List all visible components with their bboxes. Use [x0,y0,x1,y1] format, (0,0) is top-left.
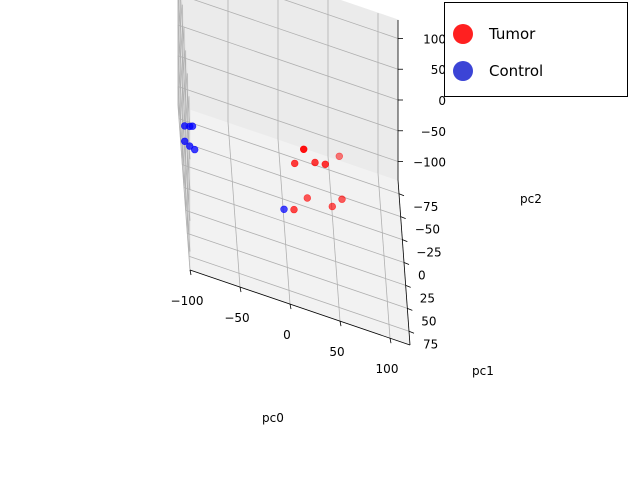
grid-line [178,118,400,195]
grid-line [180,141,401,218]
data-point-tumor [328,202,336,211]
x-tick-mark [239,286,242,293]
y-tick-label: 0 [418,269,426,283]
legend-marker-control [453,61,473,81]
grid-line [193,0,399,70]
grid-line [180,0,191,129]
grid-line [187,232,408,309]
y-tick-mark [408,330,415,334]
y-tick-mark [402,239,408,242]
x-axis-label: pc0 [262,411,284,425]
y-axis-label: pc1 [472,364,494,378]
data-points [181,122,346,214]
y-tick-label: −25 [416,246,441,260]
axis-panes [177,0,411,346]
data-point-tumor [311,158,319,167]
grid-line [283,0,399,39]
data-point-tumor [300,145,308,154]
x-tick-mark [389,338,392,344]
grid-line [183,187,405,263]
z-tick-label: 50 [431,63,446,77]
x-tick-mark [339,321,342,327]
grid-line [177,24,399,101]
x-tick-label: −50 [224,311,249,325]
legend-item-tumor: Tumor [453,22,535,46]
grid-line [178,0,191,160]
grid-line [177,55,399,132]
grid-line [182,164,403,240]
z-tick-label: 100 [423,33,446,47]
z-tick-label: 0 [438,94,446,108]
z-tick-label: −100 [413,156,446,170]
x-tick-label: 100 [376,362,399,376]
grid-line [177,86,191,252]
legend-label-tumor: Tumor [489,25,536,43]
x-tick-mark [289,304,292,310]
x-tick-label: 0 [283,328,291,342]
y-tick-label: −50 [415,223,440,237]
data-point-tumor [290,205,298,214]
data-point-tumor [335,152,343,161]
x-axis-line [189,269,411,346]
y-tick-mark [398,193,405,197]
z-tick-label: −50 [421,125,446,139]
legend-marker-tumor [453,24,473,44]
legend: Tumor Control [444,2,628,97]
y-tick-mark [400,216,406,220]
grid-line [177,86,399,162]
x-tick-label: −100 [171,294,204,308]
y-tick-label: 75 [423,337,438,351]
grid-line [188,255,410,332]
y-tick-mark [407,307,413,311]
legend-item-control: Control [453,59,543,83]
data-point-control [181,137,189,146]
grid-lines [177,0,410,339]
y-tick-mark [405,285,411,288]
data-point-control [280,205,288,214]
x-tick-label: 50 [329,345,344,359]
data-point-tumor [291,159,299,168]
data-point-control [191,145,199,154]
data-point-control [186,122,194,131]
y-tick-label: −75 [413,200,438,214]
data-point-control [186,142,194,150]
grid-line [177,24,191,191]
x-tick-mark [189,269,192,276]
y-tick-label: 50 [421,314,436,328]
y-tick-label: 25 [420,291,435,305]
tick-labels: −100 −50 0 50 100 −75 −50 −25 0 25 50 75 −100 −50 0 50 1… [171,33,446,377]
data-point-tumor [321,160,329,169]
y-tick-mark [403,262,410,265]
data-point-tumor [338,195,346,203]
data-point-tumor [303,194,311,202]
z-axis-label: pc2 [520,192,542,206]
grid-line [185,210,406,286]
legend-label-control: Control [489,62,544,80]
